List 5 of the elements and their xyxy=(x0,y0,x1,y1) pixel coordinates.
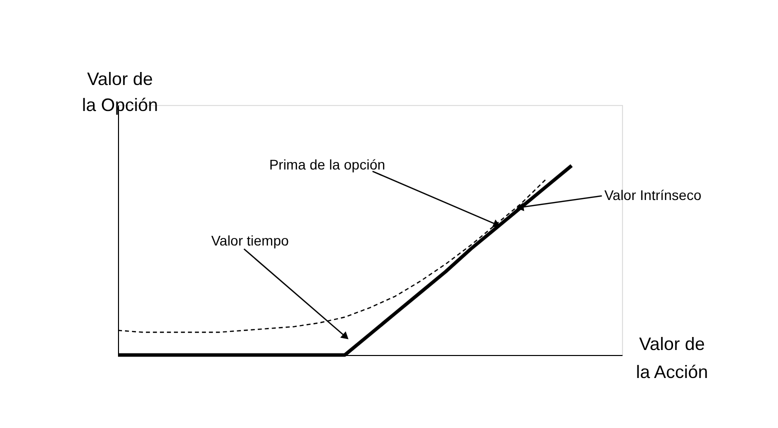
annotation: Valor Intrínseco xyxy=(604,186,702,203)
annotation: Prima de la opción xyxy=(269,156,386,173)
annotation: Valor tiempo xyxy=(211,232,290,248)
x-axis-title: Valor de la Acción xyxy=(636,334,708,382)
y-axis-title: Valor de la Opción xyxy=(82,69,158,115)
